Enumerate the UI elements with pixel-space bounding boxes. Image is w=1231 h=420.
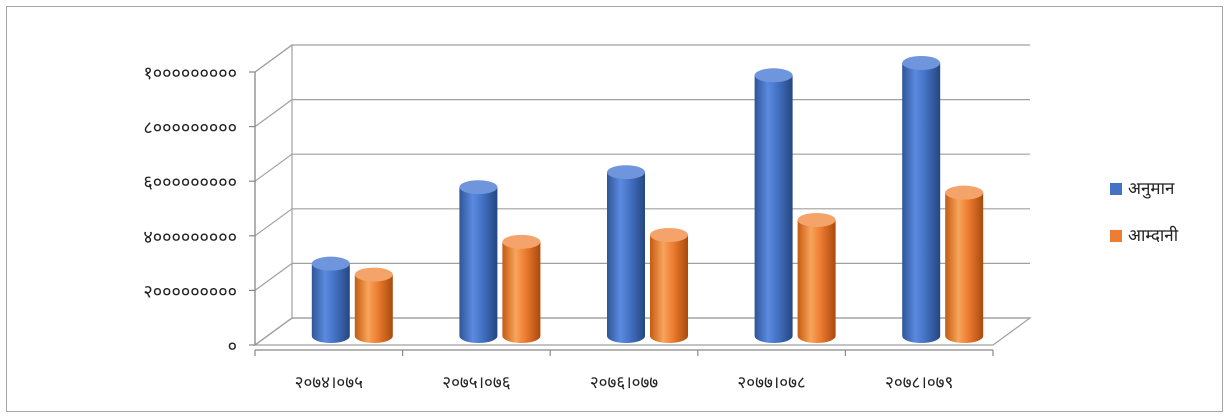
y-tick-label: १०००००००००: [143, 63, 237, 84]
y-tick-label: ४०००००००००: [143, 227, 237, 248]
label-layer: ० २००००००००० ४००००००००० ६००००००००० ८००००००००…: [143, 63, 953, 393]
x-tick-label: २०७५।०७६: [442, 373, 510, 393]
bar-top: [797, 212, 836, 227]
x-tick-label: २०७४।०७५: [295, 373, 363, 393]
bar: [354, 267, 393, 344]
legend-label: अनुमान: [1128, 179, 1175, 199]
bar: [607, 165, 645, 343]
y-tick-label: ०: [228, 336, 237, 357]
y-tick-label: २०००००००००: [143, 281, 237, 302]
bar-body: [945, 192, 984, 344]
x-tick-label: २०७८।०७९: [885, 373, 953, 393]
bar-top: [754, 68, 793, 83]
bar-body: [607, 172, 645, 343]
bar-body: [459, 187, 498, 344]
y-tick-label: ६०००००००००: [143, 172, 237, 193]
side-wall: [254, 43, 293, 347]
bar-body: [354, 274, 393, 344]
bar-top: [945, 185, 984, 200]
bar-body: [311, 263, 350, 344]
bar: [650, 227, 688, 343]
bar: [502, 234, 541, 343]
legend-swatch: [1110, 183, 1122, 195]
y-tick-label: ८०००००००००: [143, 118, 237, 139]
gridline: [254, 44, 1030, 73]
bar: [311, 256, 350, 344]
x-tick-label: २०७६।०७७: [590, 373, 658, 393]
legend-label: आम्दानी: [1128, 225, 1179, 246]
bar-top: [502, 234, 541, 249]
bar-top: [607, 165, 645, 180]
bar-top: [311, 256, 350, 271]
bar-body: [797, 219, 836, 344]
bar: [902, 56, 941, 344]
bar-top: [650, 227, 688, 242]
legend-swatch: [1110, 230, 1122, 242]
axis-layer: [249, 71, 994, 356]
bar: [945, 185, 984, 344]
bar: [797, 212, 836, 344]
bar-body: [650, 234, 688, 343]
bar-body: [902, 63, 941, 344]
bar: [754, 68, 793, 344]
bar-top: [902, 56, 941, 70]
legend: अनुमान आम्दानी: [1110, 179, 1179, 246]
bar-body: [754, 75, 793, 344]
bar-top: [459, 180, 498, 195]
bar-body: [502, 241, 541, 343]
x-tick-label: २०७७।०७८: [737, 373, 805, 393]
bar-layer: [311, 56, 984, 344]
bar-top: [354, 267, 393, 282]
bar: [459, 180, 498, 344]
